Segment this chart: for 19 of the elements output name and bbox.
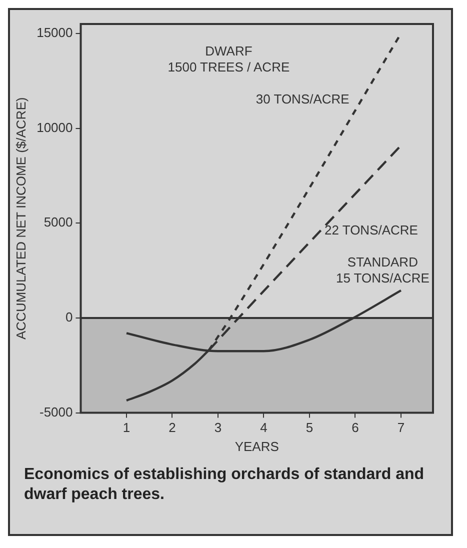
x-tick-label: 1 (122, 420, 130, 436)
annotation: DWARF 1500 TREES / ACRE (168, 44, 290, 75)
text: Economics of establishing orchards of standard and dwarf peach trees. (23, 465, 426, 505)
y-axis-title: ACCUMULATED NET INCOME ($/ACRE) (13, 97, 28, 340)
x-tick-label: 3 (214, 420, 222, 436)
x-tick-label: 2 (168, 420, 176, 436)
x-tick-label: 5 (306, 420, 314, 436)
y-tick-label: -5000 (40, 404, 73, 420)
x-tick-label: 4 (260, 420, 268, 436)
x-tick-label: 6 (352, 420, 359, 436)
x-axis-title: YEARS (234, 438, 280, 454)
y-tick-label: 10000 (36, 120, 73, 135)
x-tick-label: 7 (397, 420, 405, 436)
y-tick-label: 15000 (36, 25, 73, 40)
series-label: 22 TONS/ACRE (324, 222, 418, 238)
y-tick-label: 0 (66, 310, 73, 325)
text: STANDARD 15 TONS/ACRE (336, 254, 430, 286)
series-label: 30 TONS/ACRE (256, 91, 350, 106)
y-tick-label: 5000 (44, 214, 73, 230)
